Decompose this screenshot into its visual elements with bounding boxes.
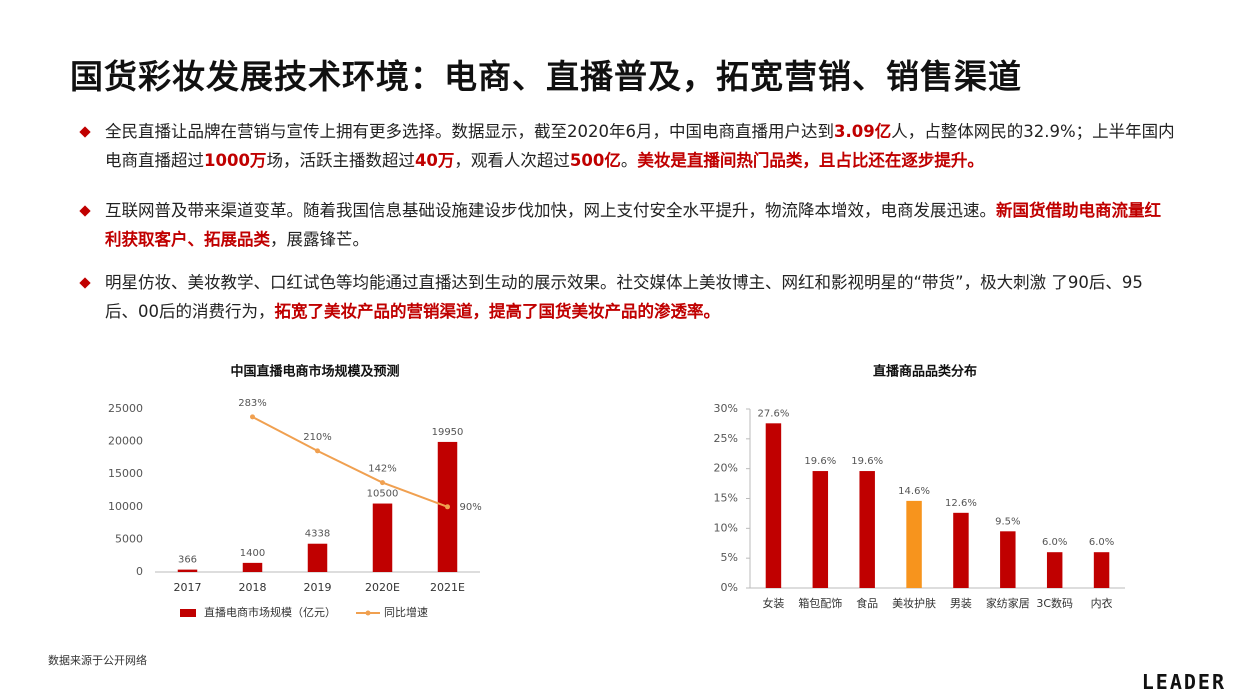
- data-label: 210%: [303, 432, 332, 443]
- y-tick-label: 5%: [721, 551, 738, 564]
- bar: [765, 423, 782, 588]
- bullet-text: ，观看人次超过: [454, 151, 570, 170]
- data-label: 19.6%: [804, 456, 836, 467]
- bar: [242, 562, 263, 572]
- emphasis-text: 1000万: [204, 151, 267, 170]
- y-tick-label: 5000: [115, 532, 143, 545]
- bullet-text: 场，活跃主播数超过: [266, 151, 415, 170]
- data-label: 19.6%: [851, 456, 883, 467]
- bullet-text: 全民直播让品牌在营销与宣传上拥有更多选择。数据显示，截至2020年6月，中国电商…: [105, 122, 834, 141]
- bullet: 互联网普及带来渠道变革。随着我国信息基础设施建设步伐加快，网上支付安全水平提升，…: [105, 196, 1175, 254]
- bullet: 全民直播让品牌在营销与宣传上拥有更多选择。数据显示，截至2020年6月，中国电商…: [105, 117, 1175, 175]
- bar: [1046, 552, 1063, 588]
- y-tick-label: 15000: [108, 467, 143, 480]
- bar: [372, 503, 393, 572]
- x-tick-label: 女装: [762, 596, 784, 610]
- bullet-text: ，展露锋芒。: [270, 230, 369, 249]
- bar: [307, 543, 328, 572]
- source-note: 数据来源于公开网络: [48, 654, 147, 667]
- x-tick-label: 2017: [174, 581, 202, 594]
- y-tick-label: 20%: [714, 462, 738, 475]
- data-label: 90%: [460, 502, 482, 513]
- x-tick-label: 男装: [950, 597, 972, 610]
- y-tick-label: 0: [136, 565, 143, 578]
- data-label: 19950: [432, 427, 464, 438]
- x-tick-label: 箱包配饰: [798, 596, 842, 610]
- legend-swatch: [365, 610, 371, 616]
- legend-label: 同比增速: [384, 605, 428, 619]
- bar: [1000, 531, 1016, 588]
- y-tick-label: 10%: [714, 521, 738, 534]
- y-tick-label: 10000: [108, 500, 143, 513]
- data-label: 12.6%: [945, 498, 977, 509]
- x-tick-label: 2018: [239, 581, 267, 594]
- emphasis-text: 3.09亿: [834, 122, 892, 141]
- bar: [906, 500, 922, 588]
- bar: [812, 471, 829, 588]
- slide-title: 国货彩妆发展技术环境：电商、直播普及，拓宽营销、销售渠道: [70, 57, 1022, 96]
- data-label: 6.0%: [1089, 537, 1114, 548]
- emphasis-text: 40万: [414, 151, 455, 170]
- x-tick-label: 内衣: [1091, 596, 1113, 610]
- y-tick-label: 20000: [108, 435, 143, 448]
- emphasis-text: 美妆是直播间热门品类，且占比还在逐步提升。: [637, 151, 984, 170]
- y-tick-label: 25000: [108, 402, 143, 415]
- logo: LEADER: [1141, 670, 1226, 694]
- data-label: 6.0%: [1042, 537, 1067, 548]
- bar: [953, 512, 969, 588]
- bullet-text: 。: [620, 151, 638, 170]
- line: [252, 416, 448, 508]
- y-tick-label: 30%: [714, 402, 738, 415]
- x-tick-label: 3C数码: [1036, 597, 1073, 610]
- x-tick-label: 美妆护肤: [892, 596, 936, 610]
- data-label: 27.6%: [758, 408, 790, 419]
- chart-title: 中国直播电商市场规模及预测: [230, 364, 399, 380]
- x-tick-label: 2019: [304, 581, 332, 594]
- chart-title: 直播商品品类分布: [873, 364, 977, 380]
- data-label: 142%: [368, 464, 397, 475]
- x-tick-label: 食品: [856, 596, 878, 610]
- bullet-text: 明星仿妆、美妆教学、口红试色等均能通过直播达到生动的展示效果。社交媒体上美妆博主…: [105, 273, 1143, 321]
- data-label: 366: [178, 555, 197, 566]
- data-label: 9.5%: [995, 516, 1020, 527]
- data-label: 4338: [305, 529, 330, 540]
- y-tick-label: 25%: [714, 432, 738, 445]
- data-label: 1400: [240, 548, 265, 559]
- data-label: 283%: [238, 398, 267, 409]
- x-tick-label: 家纺家居: [986, 596, 1030, 610]
- bullet-text: 人，占整体网民的32.9%；上半年国内电商直播超过: [105, 122, 1175, 170]
- bullet: 明星仿妆、美妆教学、口红试色等均能通过直播达到生动的展示效果。社交媒体上美妆博主…: [105, 268, 1175, 326]
- data-label: 10500: [367, 489, 399, 500]
- data-label: 14.6%: [898, 486, 930, 497]
- legend-swatch: [180, 609, 196, 617]
- y-tick-label: 15%: [714, 492, 738, 505]
- bar: [177, 569, 198, 572]
- bullet-text: 互联网普及带来渠道变革。随着我国信息基础设施建设步伐加快，网上支付安全水平提升，…: [105, 201, 996, 220]
- y-tick-label: 0%: [721, 581, 738, 594]
- legend-label: 直播电商市场规模（亿元）: [204, 605, 336, 619]
- x-tick-label: 2020E: [365, 581, 400, 594]
- bar: [859, 471, 875, 588]
- x-tick-label: 2021E: [430, 581, 465, 594]
- bar: [1093, 552, 1110, 588]
- emphasis-text: 新国货借助电商流量红利获取客户、拓展品类: [105, 201, 1161, 249]
- emphasis-text: 500亿: [569, 151, 621, 170]
- emphasis-text: 拓宽了美妆产品的营销渠道，提高了国货美妆产品的渗透率。: [274, 302, 721, 321]
